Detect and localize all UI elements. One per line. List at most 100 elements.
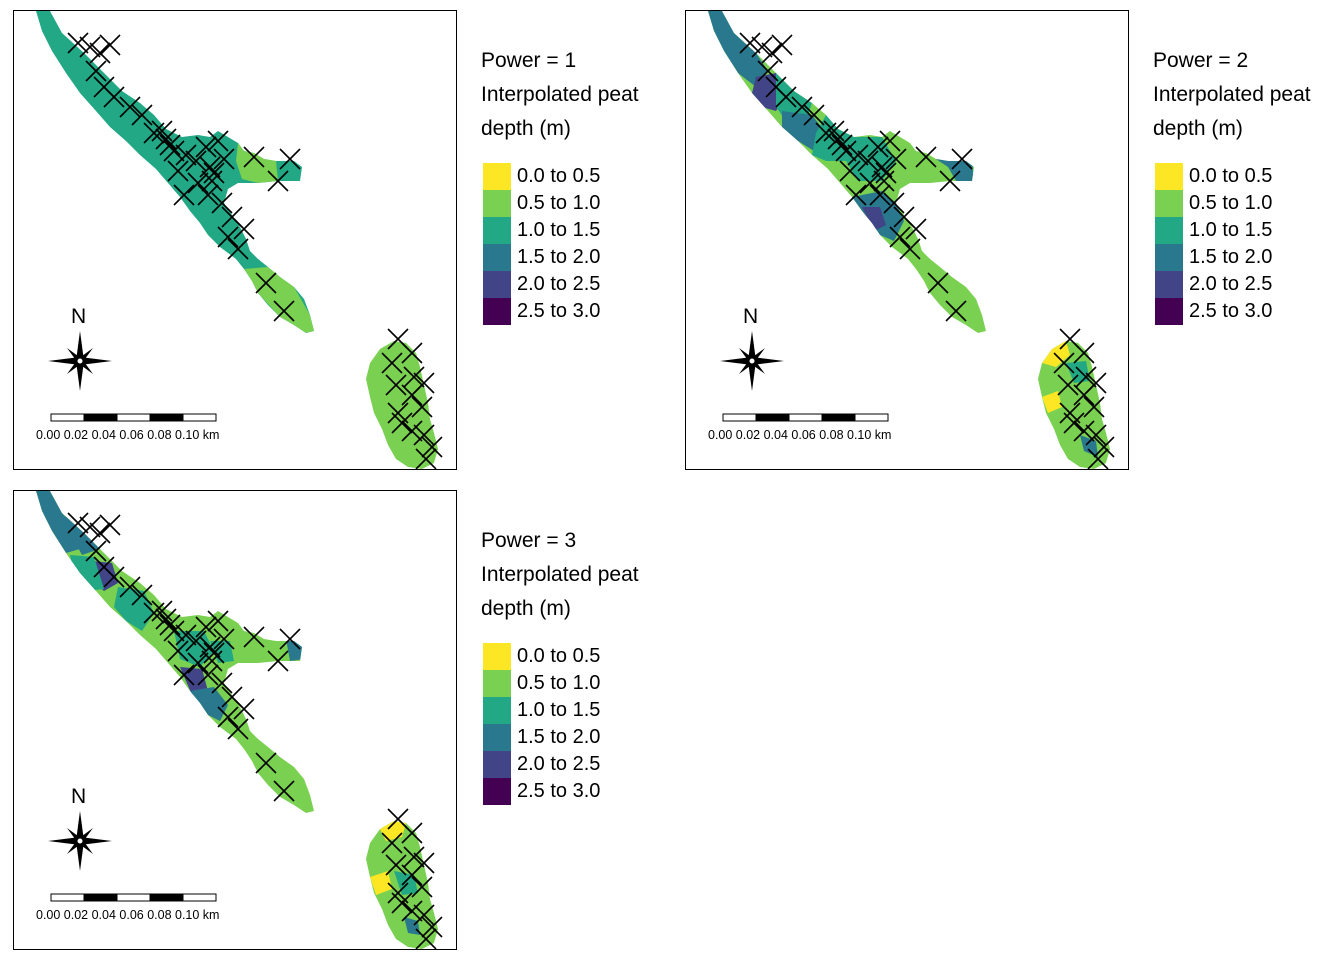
sample-point-cross xyxy=(845,184,867,206)
sample-point-cross xyxy=(151,600,173,622)
north-arrow-label: N xyxy=(71,785,87,808)
sample-point-cross xyxy=(233,218,255,240)
legend-label: 2.0 to 2.5 xyxy=(1189,273,1273,295)
legend-swatch xyxy=(1155,298,1183,325)
interpolation-zone xyxy=(70,555,104,591)
legend-panel-title: Power = 3 xyxy=(481,529,577,552)
sample-point-cross xyxy=(1075,366,1097,388)
interpolation-zone xyxy=(404,917,420,935)
legend-label: 0.0 to 0.5 xyxy=(1189,165,1273,187)
sample-point-cross xyxy=(185,630,207,652)
sample-point-cross xyxy=(143,602,165,624)
legend-swatch xyxy=(1155,190,1183,217)
sample-point-cross xyxy=(119,96,141,118)
legend-swatch xyxy=(483,163,511,190)
sample-point-cross xyxy=(869,184,891,206)
sample-point-cross xyxy=(155,128,177,150)
sample-point-cross xyxy=(839,160,861,182)
sample-point-cross xyxy=(827,128,849,150)
sample-point-cross xyxy=(1073,420,1095,442)
sample-point-cross xyxy=(847,144,869,166)
legend-swatch xyxy=(1155,217,1183,244)
interpolation-zone xyxy=(370,871,392,895)
sample-point-cross xyxy=(889,226,911,248)
sample-point-cross xyxy=(411,876,433,898)
sample-point-cross xyxy=(159,134,181,156)
legend-title-unit: depth (m) xyxy=(481,117,571,140)
sample-point-cross xyxy=(831,134,853,156)
legend-title: Interpolated peat xyxy=(481,83,639,106)
scale-bar xyxy=(50,893,217,902)
legend-swatch xyxy=(1155,244,1183,271)
legend-swatch xyxy=(1155,271,1183,298)
legend-swatch xyxy=(483,271,511,298)
sample-point-cross xyxy=(739,32,761,54)
sample-point-cross xyxy=(815,122,837,144)
legend-item: 2.5 to 3.0 xyxy=(481,298,661,325)
legend-swatch xyxy=(483,190,511,217)
legend-swatch xyxy=(483,670,511,697)
sample-point-cross xyxy=(1087,448,1109,469)
legend-panel-title: Power = 2 xyxy=(1153,49,1249,72)
legend: Power = 3 Interpolated peat depth (m) 0.… xyxy=(481,527,661,847)
sample-point-cross xyxy=(401,342,423,364)
sample-point-cross xyxy=(951,148,973,170)
sample-point-cross xyxy=(381,832,403,854)
legend: Power = 2 Interpolated peat depth (m) 0.… xyxy=(1153,47,1333,367)
sample-point-cross xyxy=(1085,424,1107,446)
legend-label: 1.5 to 2.0 xyxy=(1189,246,1273,268)
interpolation-zone xyxy=(190,687,228,721)
sample-point-cross xyxy=(391,892,413,914)
sample-point-cross xyxy=(167,160,189,182)
sample-point-cross xyxy=(273,780,295,802)
sample-point-cross xyxy=(103,86,125,108)
sample-point-cross xyxy=(131,104,153,126)
legend-item: 2.0 to 2.5 xyxy=(481,271,661,298)
sample-point-cross xyxy=(185,150,207,172)
sample-point-cross xyxy=(401,420,423,442)
legend-swatch xyxy=(1155,163,1183,190)
sample-point-cross xyxy=(79,516,101,538)
peat-area-main xyxy=(36,11,314,333)
sample-point-cross xyxy=(771,34,793,56)
sample-point-cross xyxy=(203,162,225,184)
sample-point-cross xyxy=(99,514,121,536)
sample-point-cross xyxy=(415,448,437,469)
sample-point-cross xyxy=(227,238,249,260)
legend-swatch xyxy=(483,217,511,244)
scale-bar-label: 0.00 0.02 0.04 0.06 0.08 0.10 km xyxy=(708,428,892,442)
sample-point-cross xyxy=(1073,342,1095,364)
north-arrow-icon xyxy=(720,331,784,391)
sample-point-cross xyxy=(899,238,921,260)
sample-point-cross xyxy=(199,636,221,658)
sample-point-cross xyxy=(885,148,907,170)
legend-item: 2.5 to 3.0 xyxy=(1153,298,1333,325)
sample-point-cross xyxy=(227,718,249,740)
sample-point-cross xyxy=(1057,374,1079,396)
legend-label: 2.5 to 3.0 xyxy=(517,300,601,322)
sample-point-cross xyxy=(119,576,141,598)
legend-title-unit: depth (m) xyxy=(1153,117,1243,140)
sample-point-cross xyxy=(85,540,107,562)
legend-item: 1.5 to 2.0 xyxy=(481,724,661,751)
sample-point-cross xyxy=(211,672,233,694)
sample-point-cross xyxy=(857,150,879,172)
sample-point-cross xyxy=(187,652,209,674)
sample-point-cross xyxy=(233,698,255,720)
legend-swatch xyxy=(483,778,511,805)
sample-point-cross xyxy=(213,148,235,170)
sample-point-cross xyxy=(199,156,221,178)
sample-point-cross xyxy=(187,172,209,194)
sample-point-cross xyxy=(267,170,289,192)
legend-item: 0.5 to 1.0 xyxy=(1153,190,1333,217)
legend-label: 1.5 to 2.0 xyxy=(517,726,601,748)
sample-point-cross xyxy=(175,144,197,166)
legend-label: 2.0 to 2.5 xyxy=(517,753,601,775)
sample-point-cross xyxy=(871,156,893,178)
sample-point-cross xyxy=(915,146,937,168)
sample-point-cross xyxy=(823,120,845,142)
legend-item: 1.0 to 1.5 xyxy=(1153,217,1333,244)
sample-point-cross xyxy=(401,864,423,886)
sample-point-cross xyxy=(155,608,177,630)
sample-point-cross xyxy=(791,96,813,118)
